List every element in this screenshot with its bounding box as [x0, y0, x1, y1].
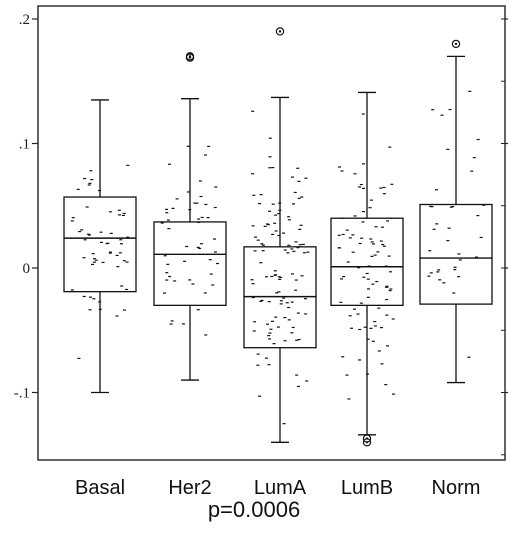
outlier-point [275, 27, 285, 36]
box-her2 [153, 221, 227, 306]
x-category-label: LumB [341, 477, 393, 499]
outlier-center [454, 42, 458, 46]
y-tick-label: -.1 [14, 386, 30, 402]
x-category-label: Norm [432, 477, 481, 499]
y-tick-label: 0 [23, 261, 31, 277]
outlier-point [451, 39, 461, 49]
outlier-center [278, 30, 282, 33]
box-lumb [330, 217, 404, 306]
x-category-label: Her2 [168, 477, 211, 499]
p-value-annotation: p=0.0006 [207, 497, 301, 522]
x-category-label: Basal [75, 477, 125, 499]
outlier-point [362, 438, 372, 447]
x-category-label: LumA [254, 477, 307, 499]
y-tick-label: .2 [19, 12, 30, 28]
plot-frame [37, 5, 506, 461]
y-tick-label: .1 [19, 137, 30, 153]
outlier-center [365, 441, 369, 444]
outlier-point [185, 53, 195, 62]
box-norm [419, 203, 493, 305]
outlier-center [188, 56, 192, 59]
box-basal [63, 196, 137, 293]
